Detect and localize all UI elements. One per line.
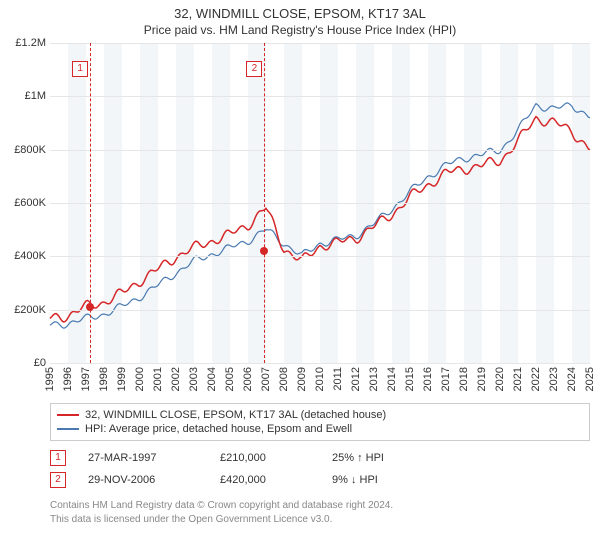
x-axis-label: 2013 (368, 367, 380, 391)
x-axis-label: 2025 (584, 367, 596, 391)
x-axis-label: 2000 (134, 367, 146, 391)
title-address: 32, WINDMILL CLOSE, EPSOM, KT17 3AL (0, 6, 600, 21)
x-axis-label: 2017 (440, 367, 452, 391)
legend-item: HPI: Average price, detached house, Epso… (57, 422, 583, 436)
x-axis-label: 1998 (98, 367, 110, 391)
x-axis-label: 1995 (44, 367, 56, 391)
table-row: 1 27-MAR-1997 £210,000 25% ↑ HPI (50, 447, 590, 469)
x-axis-label: 2001 (152, 367, 164, 391)
x-axis-label: 2007 (260, 367, 272, 391)
tx-marker-on-chart: 2 (246, 61, 262, 77)
y-axis-label: £600K (2, 197, 46, 209)
tx-marker-on-chart: 1 (72, 61, 88, 77)
tx-price: £210,000 (220, 452, 310, 464)
x-axis-label: 2015 (404, 367, 416, 391)
x-axis-label: 2010 (314, 367, 326, 391)
x-axis-label: 1997 (80, 367, 92, 391)
footer-line: Contains HM Land Registry data © Crown c… (50, 499, 590, 513)
x-axis-label: 1996 (62, 367, 74, 391)
chart-titles: 32, WINDMILL CLOSE, EPSOM, KT17 3AL Pric… (0, 0, 600, 39)
tx-marker: 2 (50, 472, 66, 488)
x-axis-label: 2016 (422, 367, 434, 391)
x-axis-label: 2024 (566, 367, 578, 391)
x-axis-label: 2022 (530, 367, 542, 391)
x-axis-label: 2002 (170, 367, 182, 391)
legend-swatch (57, 428, 79, 430)
y-axis-label: £400K (2, 250, 46, 262)
tx-price: £420,000 (220, 474, 310, 486)
footer-line: This data is licensed under the Open Gov… (50, 513, 590, 527)
legend-item: 32, WINDMILL CLOSE, EPSOM, KT17 3AL (det… (57, 408, 583, 422)
x-axis-label: 2006 (242, 367, 254, 391)
tx-delta: 9% ↓ HPI (332, 474, 378, 486)
legend: 32, WINDMILL CLOSE, EPSOM, KT17 3AL (det… (50, 403, 590, 441)
transaction-table: 1 27-MAR-1997 £210,000 25% ↑ HPI 2 29-NO… (50, 447, 590, 491)
x-axis-label: 2003 (188, 367, 200, 391)
tx-delta: 25% ↑ HPI (332, 452, 384, 464)
x-axis-label: 2012 (350, 367, 362, 391)
x-axis-label: 2023 (548, 367, 560, 391)
x-axis-label: 2011 (332, 367, 344, 391)
title-subtitle: Price paid vs. HM Land Registry's House … (0, 23, 600, 37)
y-axis-label: £800K (2, 144, 46, 156)
footer: Contains HM Land Registry data © Crown c… (50, 499, 590, 526)
tx-marker: 1 (50, 450, 66, 466)
table-row: 2 29-NOV-2006 £420,000 9% ↓ HPI (50, 469, 590, 491)
chart-plot-area: £0£200K£400K£600K£800K£1M£1.2M1995199619… (50, 43, 590, 363)
x-axis-label: 1999 (116, 367, 128, 391)
y-axis-label: £0 (2, 357, 46, 369)
x-axis-label: 2018 (458, 367, 470, 391)
x-axis-label: 2004 (206, 367, 218, 391)
x-axis-label: 2021 (512, 367, 524, 391)
y-axis-label: £1M (2, 90, 46, 102)
y-axis-label: £1.2M (2, 37, 46, 49)
x-axis-label: 2008 (278, 367, 290, 391)
x-axis-label: 2009 (296, 367, 308, 391)
legend-swatch (57, 414, 79, 416)
x-axis-label: 2014 (386, 367, 398, 391)
tx-date: 29-NOV-2006 (88, 474, 198, 486)
y-axis-label: £200K (2, 304, 46, 316)
tx-date: 27-MAR-1997 (88, 452, 198, 464)
x-axis-label: 2020 (494, 367, 506, 391)
legend-label: 32, WINDMILL CLOSE, EPSOM, KT17 3AL (det… (85, 409, 386, 421)
x-axis-label: 2005 (224, 367, 236, 391)
x-axis-label: 2019 (476, 367, 488, 391)
legend-label: HPI: Average price, detached house, Epso… (85, 423, 352, 435)
